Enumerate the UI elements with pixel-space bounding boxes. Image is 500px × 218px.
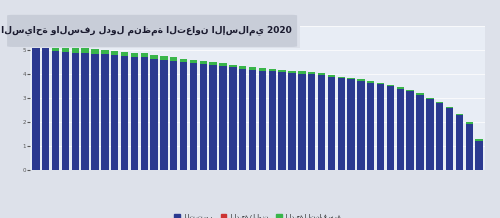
- Bar: [82, 48, 89, 53]
- Bar: [278, 70, 286, 72]
- Bar: [62, 52, 69, 170]
- Bar: [92, 54, 98, 170]
- Bar: [476, 141, 483, 170]
- Bar: [150, 58, 158, 170]
- Bar: [72, 53, 79, 170]
- Bar: [416, 93, 424, 95]
- Bar: [200, 61, 207, 64]
- Bar: [278, 72, 286, 170]
- Bar: [357, 81, 364, 170]
- Bar: [416, 95, 424, 170]
- Bar: [190, 63, 197, 170]
- Bar: [258, 70, 266, 170]
- Bar: [387, 85, 394, 86]
- Bar: [308, 74, 316, 170]
- Bar: [436, 103, 444, 170]
- Bar: [387, 86, 394, 170]
- Bar: [160, 56, 168, 60]
- Bar: [239, 66, 246, 69]
- Bar: [42, 48, 50, 170]
- Bar: [456, 115, 463, 170]
- Bar: [446, 108, 453, 170]
- Bar: [318, 75, 325, 170]
- Bar: [160, 60, 168, 170]
- Bar: [466, 122, 473, 124]
- Bar: [220, 63, 226, 66]
- Bar: [308, 72, 316, 74]
- Bar: [72, 48, 79, 53]
- Bar: [268, 69, 276, 71]
- Bar: [130, 53, 138, 57]
- Bar: [249, 70, 256, 170]
- Bar: [92, 49, 98, 54]
- Bar: [396, 87, 404, 89]
- Bar: [121, 52, 128, 56]
- Legend: الترتيب, الدرجة / الوزن, الدرجة التنافسية: الترتيب, الدرجة / الوزن, الدرجة التنافسي…: [172, 211, 343, 218]
- Bar: [357, 79, 364, 81]
- Bar: [328, 77, 335, 170]
- Text: تقرير تنافسية السياحة والسفر لدول منظمة التعاون الإسلامي 2020: تقرير تنافسية السياحة والسفر لدول منظمة …: [0, 26, 292, 36]
- FancyBboxPatch shape: [7, 15, 297, 47]
- Bar: [436, 102, 444, 103]
- Bar: [396, 89, 404, 170]
- Bar: [288, 73, 296, 170]
- Bar: [140, 53, 148, 57]
- Bar: [150, 55, 158, 58]
- Bar: [170, 61, 177, 170]
- Bar: [466, 124, 473, 170]
- Bar: [377, 84, 384, 170]
- Bar: [406, 91, 414, 170]
- Bar: [82, 53, 89, 170]
- Bar: [32, 42, 40, 48]
- Bar: [426, 99, 434, 170]
- Bar: [62, 47, 69, 52]
- Bar: [446, 107, 453, 108]
- Bar: [32, 48, 40, 170]
- Bar: [130, 57, 138, 170]
- Bar: [180, 62, 188, 170]
- Bar: [210, 65, 217, 170]
- Bar: [101, 54, 108, 170]
- Bar: [367, 82, 374, 170]
- Bar: [258, 68, 266, 70]
- Bar: [456, 114, 463, 115]
- Bar: [220, 66, 226, 170]
- Bar: [298, 72, 306, 74]
- Bar: [229, 67, 236, 170]
- Bar: [348, 79, 355, 170]
- Bar: [426, 98, 434, 99]
- Bar: [180, 58, 188, 62]
- Bar: [288, 71, 296, 73]
- Bar: [298, 74, 306, 170]
- Bar: [111, 51, 118, 55]
- Bar: [229, 65, 236, 67]
- Bar: [111, 55, 118, 170]
- Bar: [140, 57, 148, 170]
- Bar: [210, 62, 217, 65]
- Bar: [318, 73, 325, 75]
- Bar: [190, 60, 197, 63]
- Bar: [367, 81, 374, 82]
- Bar: [268, 71, 276, 170]
- Bar: [170, 57, 177, 61]
- Bar: [377, 83, 384, 84]
- Bar: [328, 75, 335, 77]
- Bar: [200, 64, 207, 170]
- Bar: [338, 78, 345, 170]
- Bar: [101, 50, 108, 54]
- Bar: [476, 139, 483, 141]
- Bar: [348, 78, 355, 79]
- Bar: [52, 45, 60, 51]
- Bar: [52, 51, 60, 170]
- Bar: [42, 43, 50, 48]
- Bar: [406, 90, 414, 91]
- Bar: [239, 69, 246, 170]
- Bar: [121, 56, 128, 170]
- Bar: [338, 77, 345, 78]
- Bar: [249, 67, 256, 70]
